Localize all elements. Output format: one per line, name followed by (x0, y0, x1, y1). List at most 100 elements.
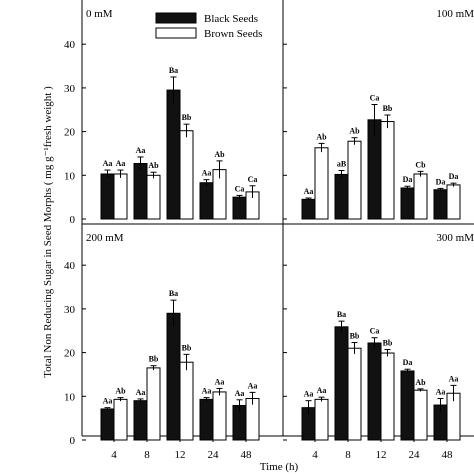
y-tick-label: 0 (70, 214, 76, 226)
x-tick-label: 8 (144, 449, 150, 461)
panel-label: 300 mM (436, 232, 474, 244)
x-tick-label: 12 (175, 449, 186, 461)
bar-black-seeds (133, 163, 148, 220)
bar-brown-seeds (380, 352, 395, 441)
significance-letter: Ca (235, 184, 245, 193)
bar-black-seeds (400, 370, 415, 441)
bar-black-seeds (199, 398, 214, 441)
y-tick-label: 10 (64, 170, 76, 182)
significance-letter: Da (403, 358, 413, 367)
bar-brown-seeds (113, 173, 128, 220)
bar-brown-seeds (179, 361, 194, 441)
significance-letter: Cb (415, 160, 426, 169)
bar-black-seeds (433, 189, 448, 220)
bar-black-seeds (367, 342, 382, 441)
significance-letter: Ab (148, 161, 159, 170)
x-tick-label: 48 (442, 449, 454, 461)
chart-legend: Black Seeds Brown Seeds (155, 12, 262, 40)
significance-letter: Aa (103, 397, 113, 406)
y-tick-label: 40 (64, 260, 76, 272)
y-tick-label: 20 (64, 127, 76, 139)
x-tick-label: 24 (409, 449, 421, 461)
bar-black-seeds (100, 173, 115, 220)
significance-letter: aB (337, 159, 347, 168)
significance-letter: Aa (136, 146, 146, 155)
bar-black-seeds (334, 173, 349, 220)
bar-black-seeds (166, 312, 181, 441)
significance-letter: Aa (202, 169, 212, 178)
significance-letter: Bb (383, 339, 393, 348)
bar-brown-seeds (146, 367, 161, 441)
y-tick-label: 30 (64, 304, 76, 316)
x-axis-label: Time (h) (260, 461, 299, 473)
bar-black-seeds (166, 89, 181, 220)
bar-black-seeds (133, 400, 148, 441)
legend-swatch-black-seeds (155, 12, 197, 24)
significance-letter: Aa (116, 159, 126, 168)
bar-brown-seeds (314, 398, 329, 441)
significance-letter: Aa (304, 187, 314, 196)
bar-brown-seeds (347, 347, 362, 441)
bar-brown-seeds (314, 147, 329, 220)
bar-black-seeds (232, 196, 247, 220)
y-tick-label: 0 (70, 435, 76, 447)
significance-letter: Bb (350, 332, 360, 341)
bar-brown-seeds (413, 389, 428, 441)
panel-label: 100 mM (436, 8, 474, 20)
x-tick-label: 4 (312, 449, 318, 461)
x-tick-label: 4 (111, 449, 117, 461)
significance-letter: Aa (103, 159, 113, 168)
legend-label-brown-seeds: Brown Seeds (204, 28, 262, 40)
bar-black-seeds (400, 187, 415, 220)
significance-letter: Ab (349, 127, 360, 136)
y-tick-label: 10 (64, 391, 76, 403)
panel-label: 200 mM (86, 232, 124, 244)
x-tick-label: 8 (345, 449, 351, 461)
bar-brown-seeds (113, 398, 128, 441)
bar-brown-seeds (347, 140, 362, 220)
significance-letter: Aa (449, 374, 459, 383)
significance-letter: Bb (383, 104, 393, 113)
significance-letter: Aa (317, 386, 327, 395)
panel-label: 0 mM (86, 8, 113, 20)
significance-letter: Da (403, 175, 413, 184)
significance-letter: Da (449, 172, 459, 181)
significance-letter: Da (436, 177, 446, 186)
significance-letter: Aa (136, 388, 146, 397)
significance-letter: Ba (169, 66, 178, 75)
significance-letter: Ab (316, 132, 327, 141)
significance-letter: Aa (248, 381, 258, 390)
significance-letter: Bb (149, 355, 159, 364)
significance-letter: Ba (337, 310, 346, 319)
significance-letter: Aa (235, 389, 245, 398)
x-tick-label: 48 (241, 449, 253, 461)
y-axis-label: Total Non Reducing Sugar in Seed Morphs … (42, 86, 54, 378)
y-tick-label: 30 (64, 83, 76, 95)
significance-letter: Aa (304, 390, 314, 399)
significance-letter: Aa (202, 387, 212, 396)
significance-letter: Ca (248, 175, 258, 184)
bar-brown-seeds (146, 174, 161, 220)
significance-letter: Ca (370, 94, 380, 103)
bar-brown-seeds (245, 397, 260, 441)
bar-black-seeds (301, 198, 316, 220)
significance-letter: Aa (215, 377, 225, 386)
bar-brown-seeds (446, 184, 461, 220)
legend-swatch-brown-seeds (155, 27, 197, 39)
significance-letter: Bb (182, 343, 192, 352)
bar-brown-seeds (413, 173, 428, 220)
y-tick-label: 20 (64, 348, 76, 360)
legend-label-black-seeds: Black Seeds (204, 13, 258, 25)
significance-letter: Ca (370, 327, 380, 336)
bar-black-seeds (199, 182, 214, 220)
significance-letter: Bb (182, 113, 192, 122)
significance-letter: Ab (214, 150, 225, 159)
bar-black-seeds (334, 326, 349, 441)
bar-brown-seeds (212, 391, 227, 441)
bar-black-seeds (100, 408, 115, 441)
